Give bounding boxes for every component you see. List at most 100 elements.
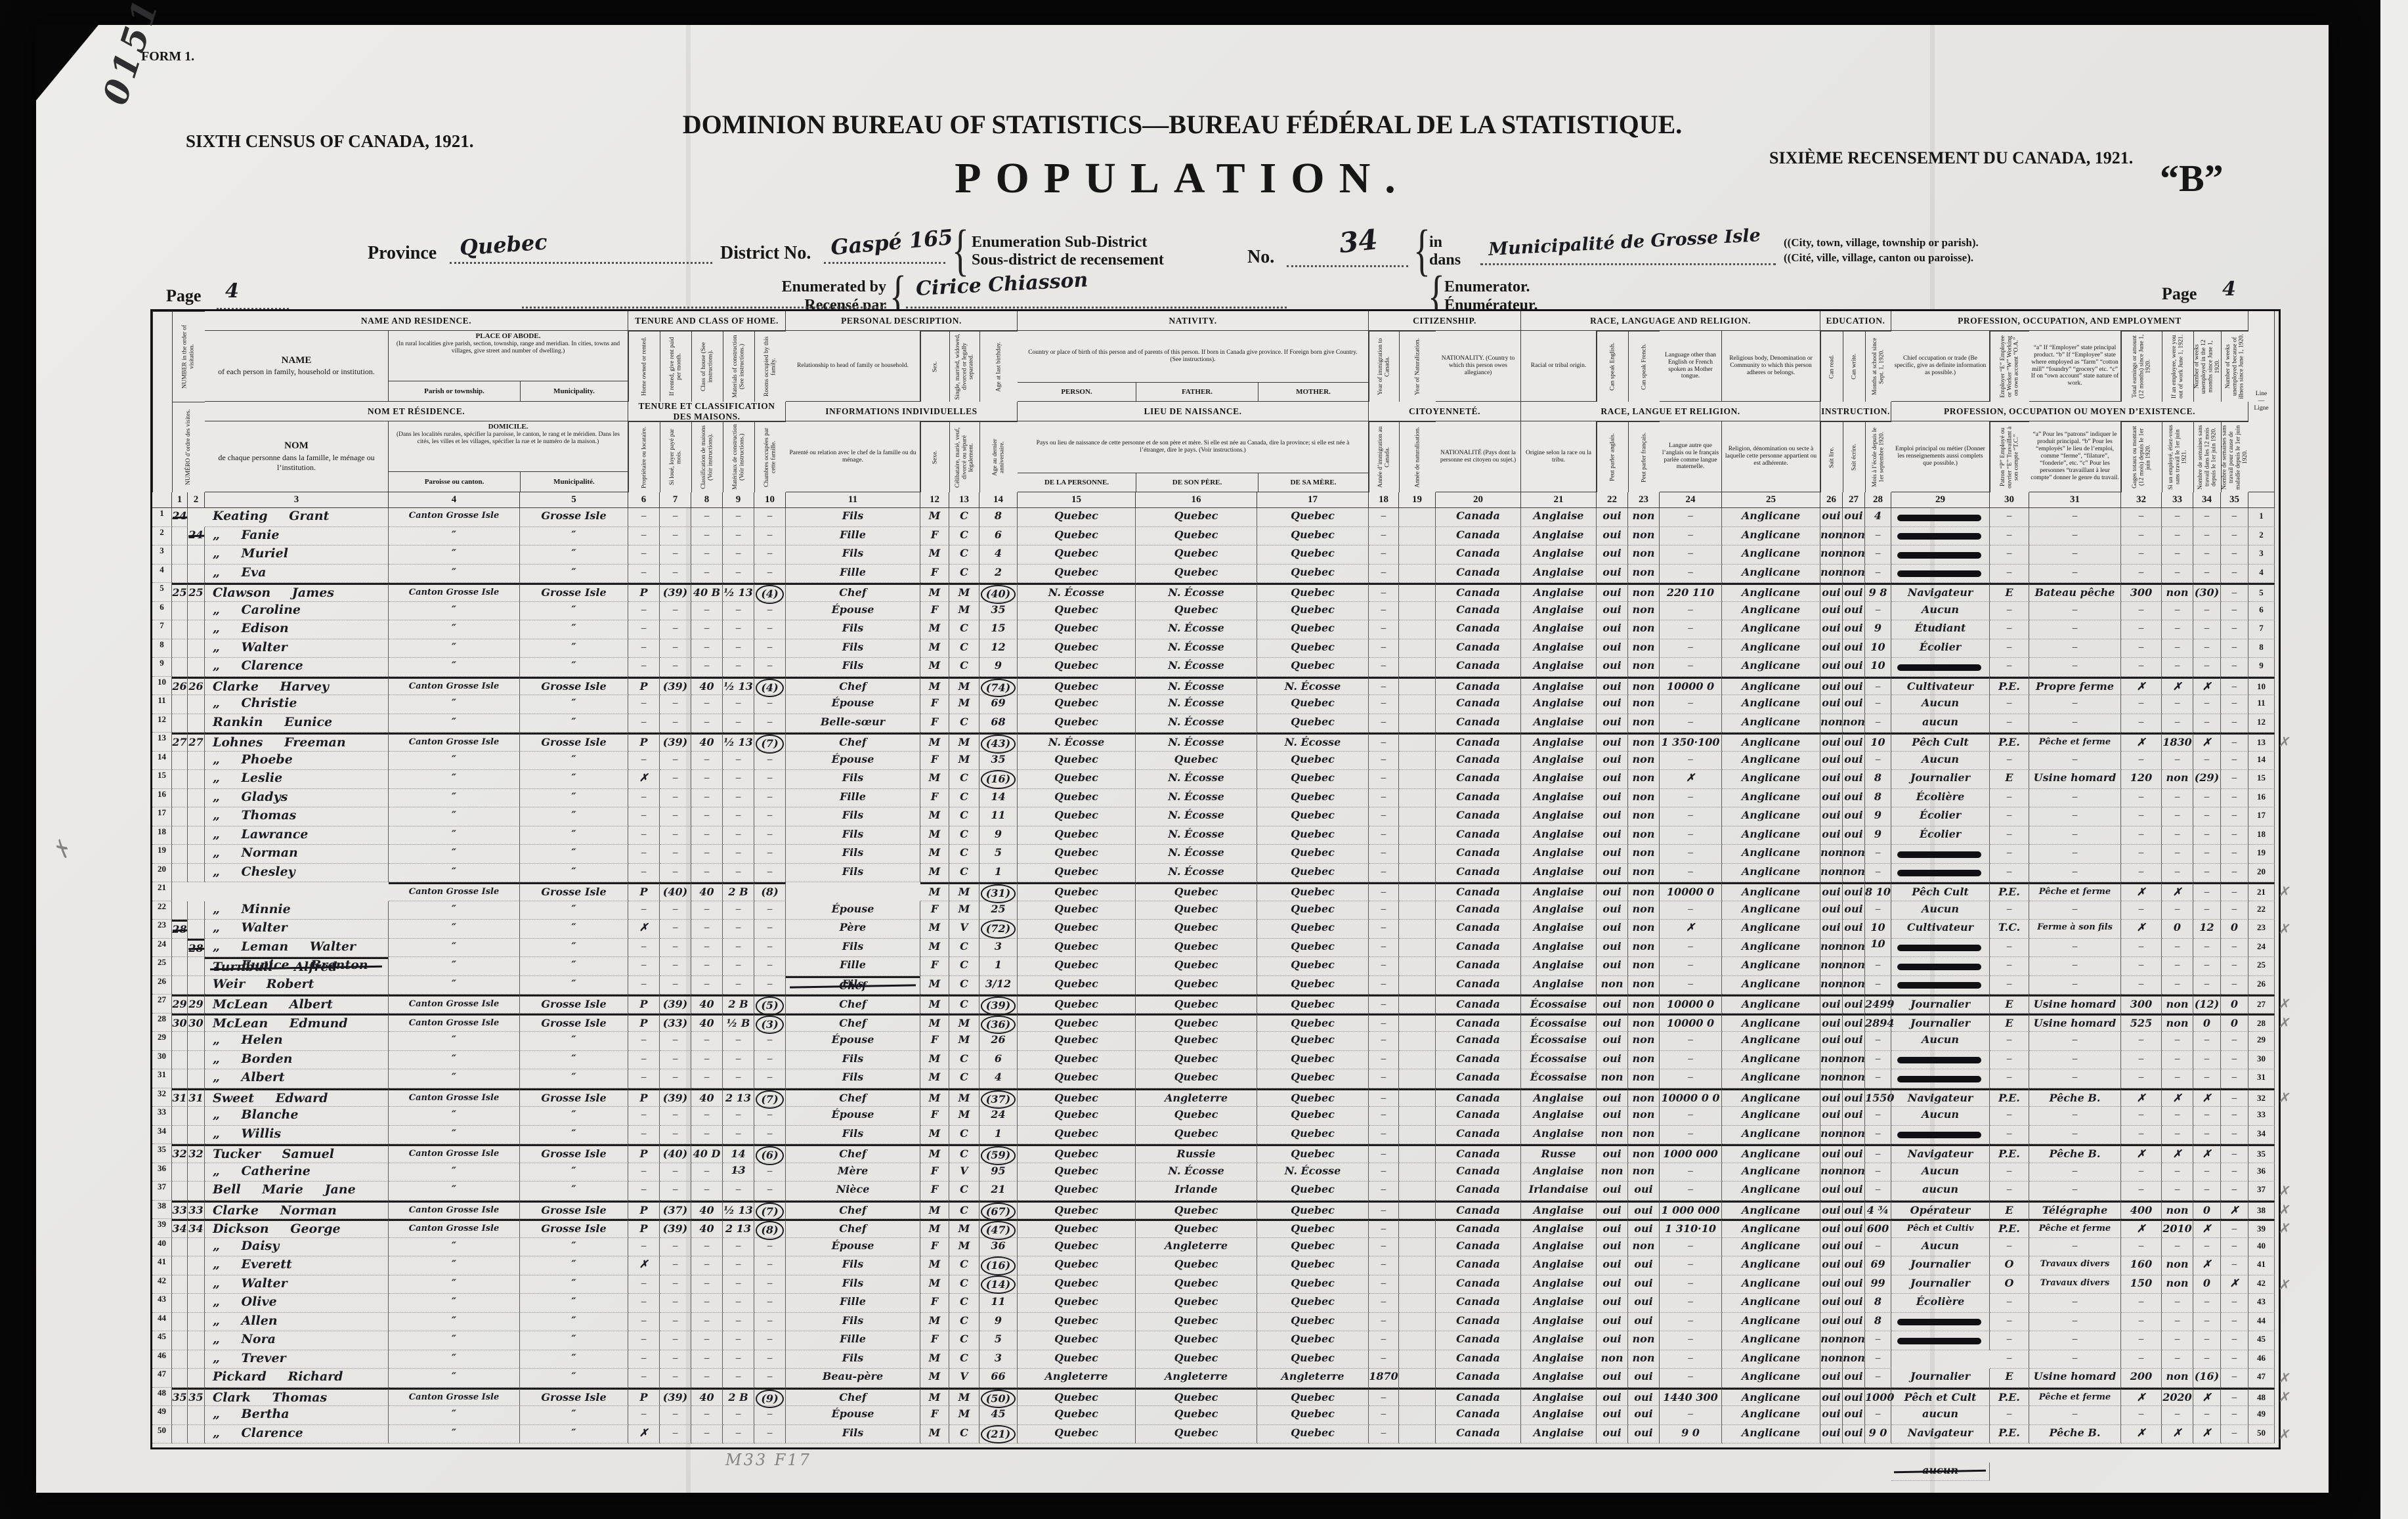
- cell-r15-c11: Fils: [786, 770, 920, 789]
- cell-r20-c8: –: [691, 863, 723, 882]
- pencil-check: ✗: [2277, 1014, 2292, 1032]
- cell-r27-c19: [1399, 995, 1436, 1014]
- cell-r2-c19: [1399, 526, 1436, 546]
- cell-r11-c25: Anglicane: [1722, 695, 1820, 714]
- cell-r35-c24: 1000 000: [1660, 1144, 1722, 1163]
- cell-r13-c17: N. Écosse: [1257, 733, 1369, 752]
- cell-r20-c18: –: [1369, 863, 1399, 882]
- cell-r18-c35: –: [2221, 826, 2248, 845]
- row-line-number-right: 30: [2248, 1050, 2275, 1069]
- cell-r18-c5: ″: [520, 826, 628, 845]
- cell-r20-c28: –: [1865, 863, 1891, 882]
- cell-r46-c4: ″: [389, 1350, 520, 1369]
- cell-r32-c25: Anglicane: [1722, 1088, 1820, 1107]
- cell-r15-c3: „ Leslie: [205, 770, 389, 789]
- cell-r11-c33: –: [2162, 695, 2193, 714]
- cell-r22-c9: –: [723, 901, 754, 920]
- no-label: No.: [1247, 247, 1275, 267]
- cell-r30-c18: –: [1369, 1050, 1399, 1069]
- cell-r22-c2: [188, 901, 205, 920]
- cell-r14-c5: ″: [520, 751, 628, 770]
- cell-r12-c31: –: [2029, 714, 2121, 733]
- cell-r19-c15: Quebec: [1018, 845, 1136, 864]
- cell-r50-c32: ✗: [2121, 1424, 2162, 1444]
- cell-r20-c29: [1891, 863, 1990, 882]
- cell-r12-c3: Rankin Eunice: [205, 714, 389, 733]
- cell-r49-c12: F: [920, 1406, 949, 1425]
- cell-r17-c32: –: [2121, 807, 2162, 826]
- cell-r50-c14: (21): [979, 1424, 1018, 1444]
- cell-r14-c3: „ Phoebe: [205, 751, 389, 770]
- cell-r12-c5: ″: [520, 714, 628, 733]
- cell-r27-c1: 29: [172, 995, 188, 1014]
- col-number: 26: [1820, 492, 1843, 508]
- cell-r50-c6: ✗: [628, 1424, 660, 1444]
- cell-r24-c20: Canada: [1436, 938, 1521, 957]
- row-line-number-right: 34: [2248, 1125, 2275, 1144]
- cell-r30-c11: Fils: [786, 1050, 920, 1069]
- cell-r29-c6: –: [628, 1032, 660, 1051]
- cell-r43-c8: –: [691, 1294, 723, 1313]
- cell-r38-c32: 400: [2121, 1200, 2162, 1219]
- row-line-number-right: 27: [2248, 995, 2275, 1014]
- cell-r15-c34: (29): [2193, 770, 2221, 789]
- row-line-number-left: 25: [152, 957, 172, 976]
- cell-r2-c2: [188, 526, 205, 546]
- cell-r43-c17: Quebec: [1257, 1294, 1369, 1313]
- col-number: 25: [1722, 492, 1820, 508]
- cell-r21-c25: Anglicane: [1722, 882, 1820, 901]
- cell-r35-c13: C: [949, 1144, 979, 1163]
- cell-r32-c6: P: [628, 1088, 660, 1107]
- cell-r47-c21: Anglaise: [1521, 1369, 1597, 1388]
- cell-r10-c21: Anglaise: [1521, 676, 1597, 695]
- cell-r21-c21: Anglaise: [1521, 882, 1597, 901]
- cell-r43-c1: [172, 1294, 188, 1313]
- cell-r13-c1: 27: [172, 733, 188, 752]
- cell-r3-c12: M: [920, 546, 949, 565]
- row-line-number-right: 43: [2248, 1294, 2275, 1313]
- cell-r12-c14: 68: [979, 714, 1018, 733]
- fold-crease: [1930, 25, 1935, 1493]
- cell-r44-c33: –: [2162, 1312, 2193, 1331]
- cell-r41-c4: ″: [389, 1256, 520, 1275]
- cell-r13-c11: Chef: [786, 733, 920, 752]
- cell-r39-c15: Quebec: [1018, 1219, 1136, 1238]
- cell-r35-c35: –: [2221, 1144, 2248, 1163]
- cell-r40-c12: F: [920, 1237, 949, 1256]
- cell-r10-c14: (74): [979, 676, 1018, 697]
- cell-r50-c19: [1399, 1424, 1436, 1444]
- cell-r42-c17: Quebec: [1257, 1275, 1369, 1294]
- cell-r35-c4: Canton Grosse Isle: [389, 1144, 520, 1163]
- cell-r5-c32: 300: [2121, 583, 2162, 602]
- cell-r37-c15: Quebec: [1018, 1182, 1136, 1201]
- cell-r5-c34: (30): [2193, 583, 2221, 602]
- cell-r39-c5: Grosse Isle: [520, 1219, 628, 1238]
- cell-r16-c26: oui: [1820, 788, 1843, 807]
- cell-r43-c28: 8: [1865, 1294, 1891, 1313]
- cell-r5-c15: N. Écosse: [1018, 583, 1136, 602]
- cell-r18-c31: –: [2029, 826, 2121, 845]
- cell-r39-c26: oui: [1820, 1219, 1843, 1238]
- cell-r3-c21: Anglaise: [1521, 546, 1597, 565]
- cell-r21-c22: oui: [1597, 882, 1628, 901]
- cell-r28-c10: (3): [754, 1013, 786, 1034]
- cell-r30-c19: [1399, 1050, 1436, 1069]
- cell-r6-c28: –: [1865, 601, 1891, 620]
- cell-r50-c9: –: [723, 1424, 754, 1444]
- cell-r44-c10: –: [754, 1312, 786, 1331]
- cell-r21-c27: oui: [1843, 882, 1865, 901]
- cell-r45-c18: –: [1369, 1331, 1399, 1350]
- cell-r10-c27: oui: [1843, 676, 1865, 695]
- cell-r27-c11: Chef: [786, 995, 920, 1014]
- cell-r40-c16: Angleterre: [1136, 1237, 1257, 1256]
- cell-r48-c16: Quebec: [1136, 1387, 1257, 1406]
- row-line-number-right: 50: [2248, 1424, 2275, 1444]
- cell-r13-c14: (43): [979, 733, 1018, 754]
- cell-r7-c27: oui: [1843, 620, 1865, 639]
- cell-r27-c35: 0: [2221, 995, 2248, 1014]
- row-line-number-left: 23: [152, 920, 172, 939]
- cell-r31-c34: –: [2193, 1069, 2221, 1088]
- cell-r42-c21: Anglaise: [1521, 1275, 1597, 1294]
- cell-r28-c34: 0: [2193, 1013, 2221, 1032]
- cell-r9-c7: –: [660, 658, 691, 677]
